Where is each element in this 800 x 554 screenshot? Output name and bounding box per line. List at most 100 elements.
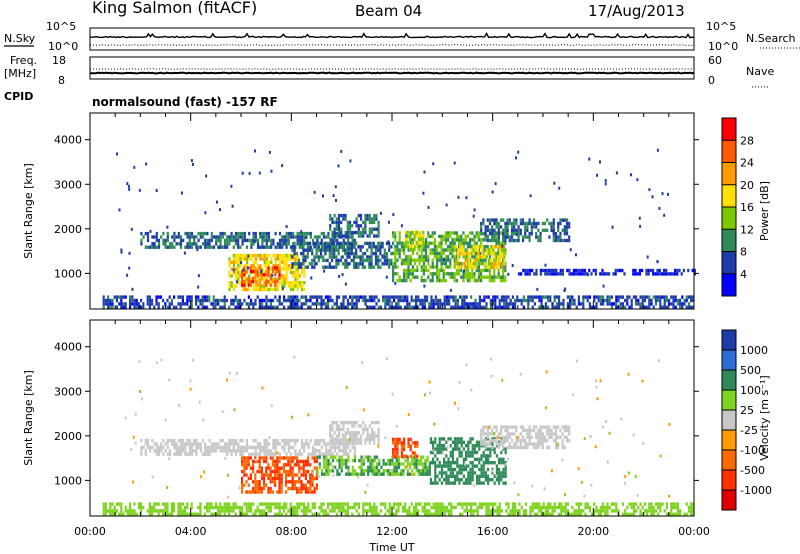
vel-scatter-cell [497, 436, 500, 440]
vel-cell [465, 444, 468, 448]
power-cell [298, 235, 301, 239]
power-cell [364, 213, 367, 218]
power-cell [433, 231, 436, 235]
power-cell [460, 268, 463, 273]
power-cell [565, 228, 569, 232]
power-cell [309, 305, 312, 309]
power-cell [314, 235, 317, 239]
vel-cell [586, 505, 589, 510]
vel-cell [155, 502, 158, 506]
vel-cell [412, 505, 415, 510]
power-cell [274, 264, 277, 268]
power-cell [427, 275, 430, 279]
vel-cell [280, 486, 283, 491]
power-scatter-cell [190, 159, 193, 163]
power-cell [550, 221, 553, 226]
power-cell [394, 251, 397, 256]
vel-cell [280, 483, 283, 487]
vel-cell [177, 505, 180, 510]
vel-cell [362, 427, 365, 432]
power-cell [142, 235, 145, 239]
power-cell [671, 272, 674, 276]
vel-cell [434, 478, 437, 482]
vel-cell [536, 512, 539, 516]
vel-cell [408, 465, 412, 470]
power-scatter-cell [422, 191, 425, 195]
vel-cell [259, 445, 262, 450]
vel-cell [291, 476, 294, 481]
power-cell [363, 265, 367, 269]
vel-cell [526, 445, 529, 450]
vel-cell [260, 469, 263, 474]
power-cell [451, 251, 454, 256]
vel-scatter-cell [602, 425, 605, 429]
power-cell [311, 265, 314, 269]
vel-cell [353, 458, 357, 463]
vel-cell [502, 461, 505, 465]
power-cell [396, 272, 399, 276]
power-cell [258, 283, 261, 287]
vel-cell [283, 449, 286, 453]
power-cell [475, 241, 478, 245]
power-cell [188, 238, 191, 243]
vel-cell [331, 420, 334, 425]
power-cell [504, 238, 507, 243]
power-cell [377, 258, 380, 263]
power-cell [320, 238, 323, 243]
power-cell [407, 272, 410, 276]
power-cell [447, 244, 450, 249]
vel-cell [221, 438, 224, 443]
power-cell [623, 272, 626, 276]
vel-cell [278, 452, 282, 456]
power-cell [302, 262, 305, 266]
power-cell [313, 258, 316, 263]
power-cell [544, 302, 547, 306]
vel-cell [504, 439, 507, 443]
vel-cell [278, 490, 281, 494]
power-cell [249, 266, 252, 270]
vel-cell [329, 509, 332, 513]
vel-cell [307, 456, 310, 460]
power-scatter-cell [515, 233, 518, 237]
power-cell [197, 231, 200, 236]
power-cell [377, 255, 380, 259]
power-cell [401, 295, 404, 299]
vel-cell [258, 490, 261, 494]
vel-cell [458, 447, 461, 451]
power-cell [485, 248, 488, 252]
power-cell [477, 258, 480, 262]
power-cell [473, 255, 476, 259]
vel-cell [558, 512, 561, 516]
vel-cell [296, 463, 299, 467]
power-cell [481, 245, 484, 249]
power-scatter-cell [667, 192, 669, 196]
power-cell [463, 262, 466, 266]
power-cell [293, 241, 296, 246]
power-cell [582, 305, 585, 309]
power-cell [368, 295, 371, 299]
vel-cell [500, 457, 503, 461]
power-cell [102, 302, 105, 306]
power-cell [538, 305, 541, 309]
power-cell [326, 265, 329, 269]
power-cell [464, 258, 467, 262]
power-cell [104, 298, 107, 303]
power-cell [294, 305, 297, 309]
power-cell [453, 255, 456, 259]
power-cell [400, 244, 403, 249]
power-cell [254, 287, 257, 292]
power-cell [529, 298, 532, 303]
vel-cell [456, 444, 459, 448]
power-scatter-cell [283, 241, 286, 245]
vel-cell [591, 512, 594, 516]
power-cell [186, 245, 189, 249]
power-cell [503, 302, 506, 306]
vel-cell [307, 480, 310, 484]
vel-cell [153, 502, 156, 506]
power-cell [285, 277, 288, 281]
power-scatter-cell [611, 225, 614, 229]
vel-cell [480, 432, 483, 436]
power-cell [679, 305, 682, 309]
vel-cell [162, 509, 165, 513]
vel-cell [320, 452, 323, 456]
